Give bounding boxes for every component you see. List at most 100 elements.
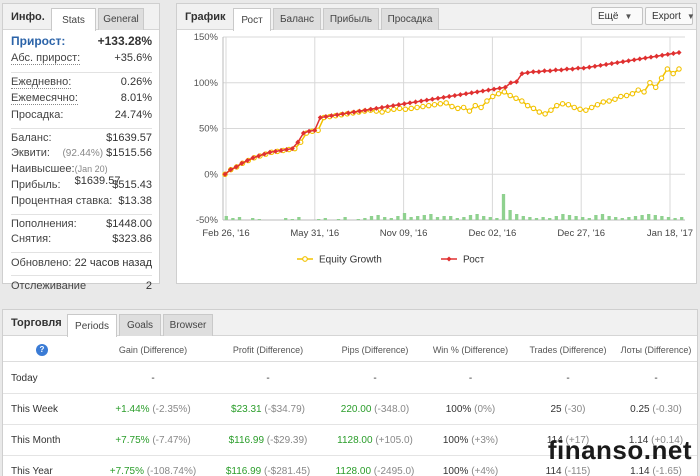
cell-trades-diff: (-115) <box>564 466 591 476</box>
series-point <box>542 111 548 117</box>
volume-bar <box>396 216 400 220</box>
volume-bar <box>680 217 684 220</box>
volume-bar <box>528 217 532 220</box>
volume-bar <box>251 218 255 220</box>
chevron-down-icon: ▼ <box>624 11 633 21</box>
cell-profit: $116.99 (-$281.45) <box>213 466 323 476</box>
info-panel-header: Инфо. Stats General <box>3 4 159 31</box>
row-period-name: Today <box>11 373 38 384</box>
series-point <box>418 98 424 104</box>
series-point <box>588 104 595 111</box>
cell-gain-value: +7.75% <box>109 466 144 476</box>
volume-bar <box>581 217 585 220</box>
volume-bar <box>435 217 440 220</box>
y-tick-label: 50% <box>199 124 219 135</box>
tab-balance[interactable]: Баланс <box>273 8 321 30</box>
volume-bar <box>633 216 638 220</box>
series-point <box>612 96 618 102</box>
volume-bar <box>508 210 512 220</box>
cell-win-diff: (+4%) <box>471 466 499 476</box>
tab-drawdown[interactable]: Просадка <box>381 8 439 30</box>
cell-profit-value: - <box>266 373 270 384</box>
series-point <box>420 103 426 110</box>
cell-win: - <box>428 373 513 384</box>
cell-lots-diff: (-1.65) <box>652 466 682 476</box>
cell-win-value: - <box>468 373 473 384</box>
volume-bar <box>620 218 624 220</box>
col-trades[interactable]: Trades (Difference) <box>529 345 607 355</box>
series-point <box>501 89 508 95</box>
series-point <box>594 101 601 108</box>
series-point <box>446 93 452 100</box>
row-period-name: This Week <box>11 404 59 415</box>
cell-gain-diff: (-7.47%) <box>152 435 191 446</box>
cell-profit-value: $116.99 <box>225 466 262 476</box>
series-point <box>345 110 351 116</box>
series-point <box>519 98 525 104</box>
cell-pips-value: 220.00 <box>340 404 372 415</box>
series-point <box>647 79 653 86</box>
tab-browser[interactable]: Browser <box>163 314 213 336</box>
series-point <box>548 107 554 113</box>
cell-trades-value: 114 <box>545 466 562 476</box>
volume-bar <box>402 213 407 220</box>
info-row-abs-growth: Абс. прирост: +35.6% <box>11 52 152 65</box>
legend-marker <box>446 256 452 262</box>
info-row-equity: Эквити: (92.44%) $1515.56 <box>11 147 152 159</box>
series-point <box>379 109 385 115</box>
cell-lots: - <box>613 373 699 384</box>
chart-panel-header: График Рост Баланс Прибыль Просадка Ещё ▼… <box>177 4 696 31</box>
volume-bar <box>376 215 380 220</box>
col-gain[interactable]: Gain (Difference) <box>118 345 188 355</box>
series-point <box>443 100 449 106</box>
y-tick-label: 150% <box>194 32 219 43</box>
volume-bar <box>647 214 651 220</box>
cell-lots: 1.14 (+0.14) <box>613 435 699 446</box>
volume-bar <box>561 214 565 220</box>
col-profit[interactable]: Profit (Difference) <box>232 345 304 355</box>
tab-periods[interactable]: Periods <box>67 314 117 337</box>
series-point <box>312 127 318 133</box>
x-tick-label: Dec 02, '16 <box>469 228 517 239</box>
tab-general[interactable]: General <box>98 8 144 30</box>
volume-bar <box>356 219 360 220</box>
volume-bar <box>640 215 644 220</box>
cell-pips-value: - <box>373 373 377 384</box>
volume-bar <box>383 217 387 220</box>
series-point <box>652 84 659 91</box>
export-button[interactable]: Export ▼ <box>645 7 695 25</box>
series-point <box>437 101 444 107</box>
cell-gain: - <box>98 373 208 384</box>
info-panel: Инфо. Stats General Прирост: +133.28% Аб… <box>2 3 160 292</box>
x-tick-label: May 31, '16 <box>290 228 339 239</box>
volume-bar <box>600 214 605 220</box>
series-point <box>472 102 479 109</box>
series-point <box>495 90 502 97</box>
series-point <box>463 91 469 97</box>
tab-growth[interactable]: Рост <box>233 8 271 31</box>
cell-gain-value: - <box>151 373 155 384</box>
col-lots[interactable]: Лоты (Difference) <box>620 345 692 355</box>
tab-profit[interactable]: Прибыль <box>323 8 379 30</box>
col-pips[interactable]: Pips (Difference) <box>341 345 409 355</box>
cell-pips: 220.00 (-348.0) <box>325 404 425 415</box>
series-line <box>224 51 680 175</box>
series-point <box>414 104 420 111</box>
cell-lots-diff: (-0.30) <box>652 404 682 415</box>
series-point <box>577 106 583 113</box>
volume-bar <box>317 219 321 220</box>
more-dropdown[interactable]: Ещё ▼ <box>591 7 643 25</box>
series-point <box>629 90 636 97</box>
series-point <box>233 164 239 170</box>
cell-trades-diff: (-30) <box>564 404 586 415</box>
col-win[interactable]: Win % (Difference) <box>432 345 509 355</box>
tab-stats[interactable]: Stats <box>51 8 96 31</box>
volume-bar <box>587 218 591 220</box>
cell-profit-value: $23.31 <box>231 404 262 415</box>
series-point <box>502 84 508 90</box>
volume-bar <box>455 218 459 220</box>
help-icon[interactable]: ? <box>36 344 48 356</box>
table-row: This Month +7.75% (-7.47%) $116.99 (-$29.3… <box>3 425 697 456</box>
volume-bar <box>422 215 426 220</box>
tab-goals[interactable]: Goals <box>119 314 161 336</box>
